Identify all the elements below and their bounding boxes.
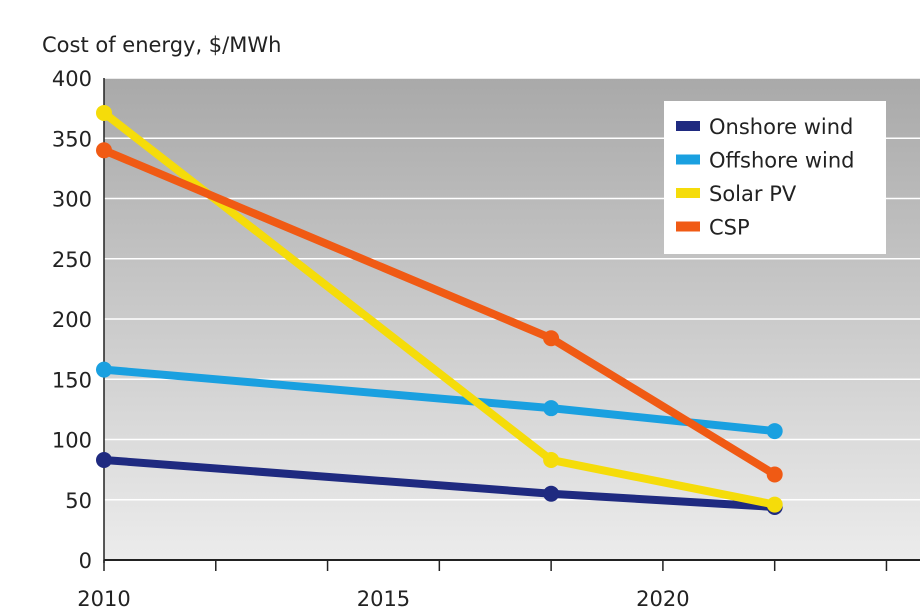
legend-label: Onshore wind (709, 115, 853, 139)
data-point (766, 423, 783, 440)
y-tick-label: 0 (79, 549, 92, 573)
data-point (96, 142, 112, 159)
legend-box (664, 101, 886, 254)
y-tick-label: 200 (52, 308, 92, 332)
y-axis-label: Cost of energy, $/MWh (42, 33, 281, 57)
legend-label: Offshore wind (709, 149, 855, 173)
x-tick-label: 2020 (636, 587, 689, 611)
data-point (766, 496, 783, 513)
legend-label: CSP (709, 216, 750, 240)
data-point (543, 451, 560, 468)
legend-swatch (676, 154, 700, 165)
data-point (543, 400, 560, 417)
legend: Onshore wind Offshore wind Solar PV CSP (664, 101, 886, 254)
legend-swatch (676, 188, 700, 198)
data-point (96, 451, 112, 468)
data-point (543, 485, 560, 502)
y-tick-label: 100 (52, 429, 92, 453)
y-tick-label: 250 (52, 248, 92, 272)
x-tick-label: 2015 (357, 587, 410, 611)
data-point (766, 466, 783, 483)
legend-label: Solar PV (709, 182, 797, 206)
series-csp (96, 142, 783, 483)
y-tick-label: 400 (52, 67, 92, 91)
legend-swatch (676, 221, 700, 232)
y-tick-label: 300 (52, 188, 92, 212)
y-tick-label: 50 (65, 489, 92, 513)
data-point (543, 330, 560, 347)
legend-swatch (676, 121, 700, 131)
series-solar-pv (96, 104, 783, 513)
data-point (96, 104, 112, 121)
series-offshore-wind (96, 361, 783, 440)
y-tick-label: 150 (52, 368, 92, 392)
y-tick-label: 350 (52, 127, 92, 151)
data-point (96, 361, 112, 378)
x-tick-label: 2010 (77, 587, 130, 611)
